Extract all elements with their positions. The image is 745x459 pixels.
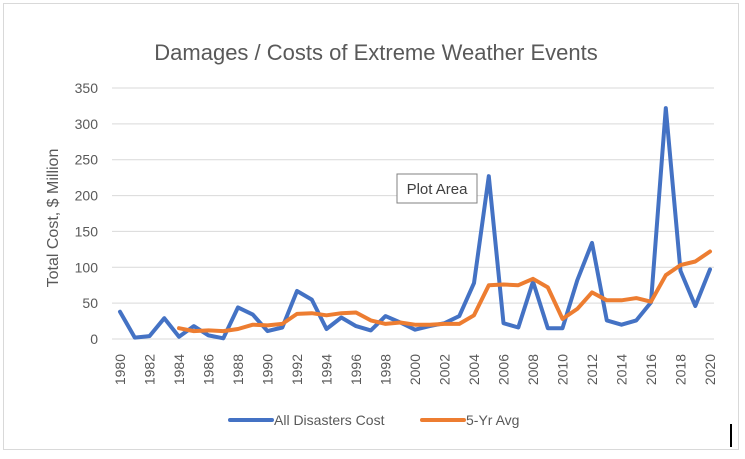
x-tick-label: 2018 (673, 354, 689, 385)
x-tick-label: 2014 (614, 354, 630, 385)
y-axis-title: Total Cost, $ Million (45, 149, 62, 288)
series-line-5-yr-avg[interactable] (177, 249, 712, 334)
plot-area-tooltip: Plot Area (396, 173, 478, 204)
y-tick-label: 200 (75, 188, 99, 204)
x-tick-label: 1986 (201, 354, 217, 385)
tooltip-text: Plot Area (407, 181, 469, 198)
x-tick-label: 1980 (112, 354, 128, 385)
y-tick-label: 250 (75, 152, 99, 168)
series-5-yr-avg[interactable] (177, 249, 712, 334)
x-tick-label: 1984 (171, 354, 187, 385)
x-tick-label: 2004 (466, 354, 482, 385)
legend-label-5-yr-avg: 5-Yr Avg (466, 412, 519, 428)
series-line-all-disasters-cost[interactable] (118, 106, 712, 341)
y-tick-label: 0 (90, 331, 98, 347)
x-tick-label: 1982 (142, 354, 158, 385)
series-all-disasters-cost[interactable] (118, 106, 712, 341)
x-tick-label: 1992 (289, 354, 305, 385)
x-tick-label: 2008 (525, 354, 541, 385)
x-tick-label: 2020 (702, 354, 718, 385)
legend-label-all-disasters-cost: All Disasters Cost (274, 412, 385, 428)
series-layer[interactable] (118, 106, 712, 341)
tooltip-box (396, 173, 478, 204)
x-tick-label: 1994 (319, 354, 335, 385)
chart-frame: Damages / Costs of Extreme Weather Event… (3, 3, 739, 450)
chart-title: Damages / Costs of Extreme Weather Event… (154, 40, 597, 65)
y-tick-label: 50 (82, 295, 98, 311)
frame-edge-mark (730, 424, 732, 447)
legend-item-5-yr-avg[interactable]: 5-Yr Avg (420, 412, 519, 428)
legend[interactable]: All Disasters Cost 5-Yr Avg (228, 412, 519, 428)
x-tick-label: 2012 (584, 354, 600, 385)
y-tick-label: 150 (75, 223, 99, 239)
x-tick-label: 2000 (407, 354, 423, 385)
x-tick-label: 1988 (230, 354, 246, 385)
y-axis-ticks: 0 50 100 150 200 250 300 350 (75, 80, 99, 347)
line-chart[interactable]: Damages / Costs of Extreme Weather Event… (4, 4, 740, 451)
x-tick-label: 2002 (437, 354, 453, 385)
x-tick-label: 1990 (260, 354, 276, 385)
x-tick-label: 2016 (643, 354, 659, 385)
x-tick-label: 2010 (555, 354, 571, 385)
y-tick-label: 350 (75, 80, 99, 96)
x-tick-label: 1998 (378, 354, 394, 385)
y-tick-label: 300 (75, 116, 99, 132)
legend-item-all-disasters-cost[interactable]: All Disasters Cost (228, 412, 385, 428)
x-tick-label: 1996 (348, 354, 364, 385)
y-tick-label: 100 (75, 259, 99, 275)
x-tick-label: 2006 (496, 354, 512, 385)
x-axis-ticks: 1980 1982 1984 1986 1988 1990 1992 1994 1996 1998… (112, 354, 718, 385)
